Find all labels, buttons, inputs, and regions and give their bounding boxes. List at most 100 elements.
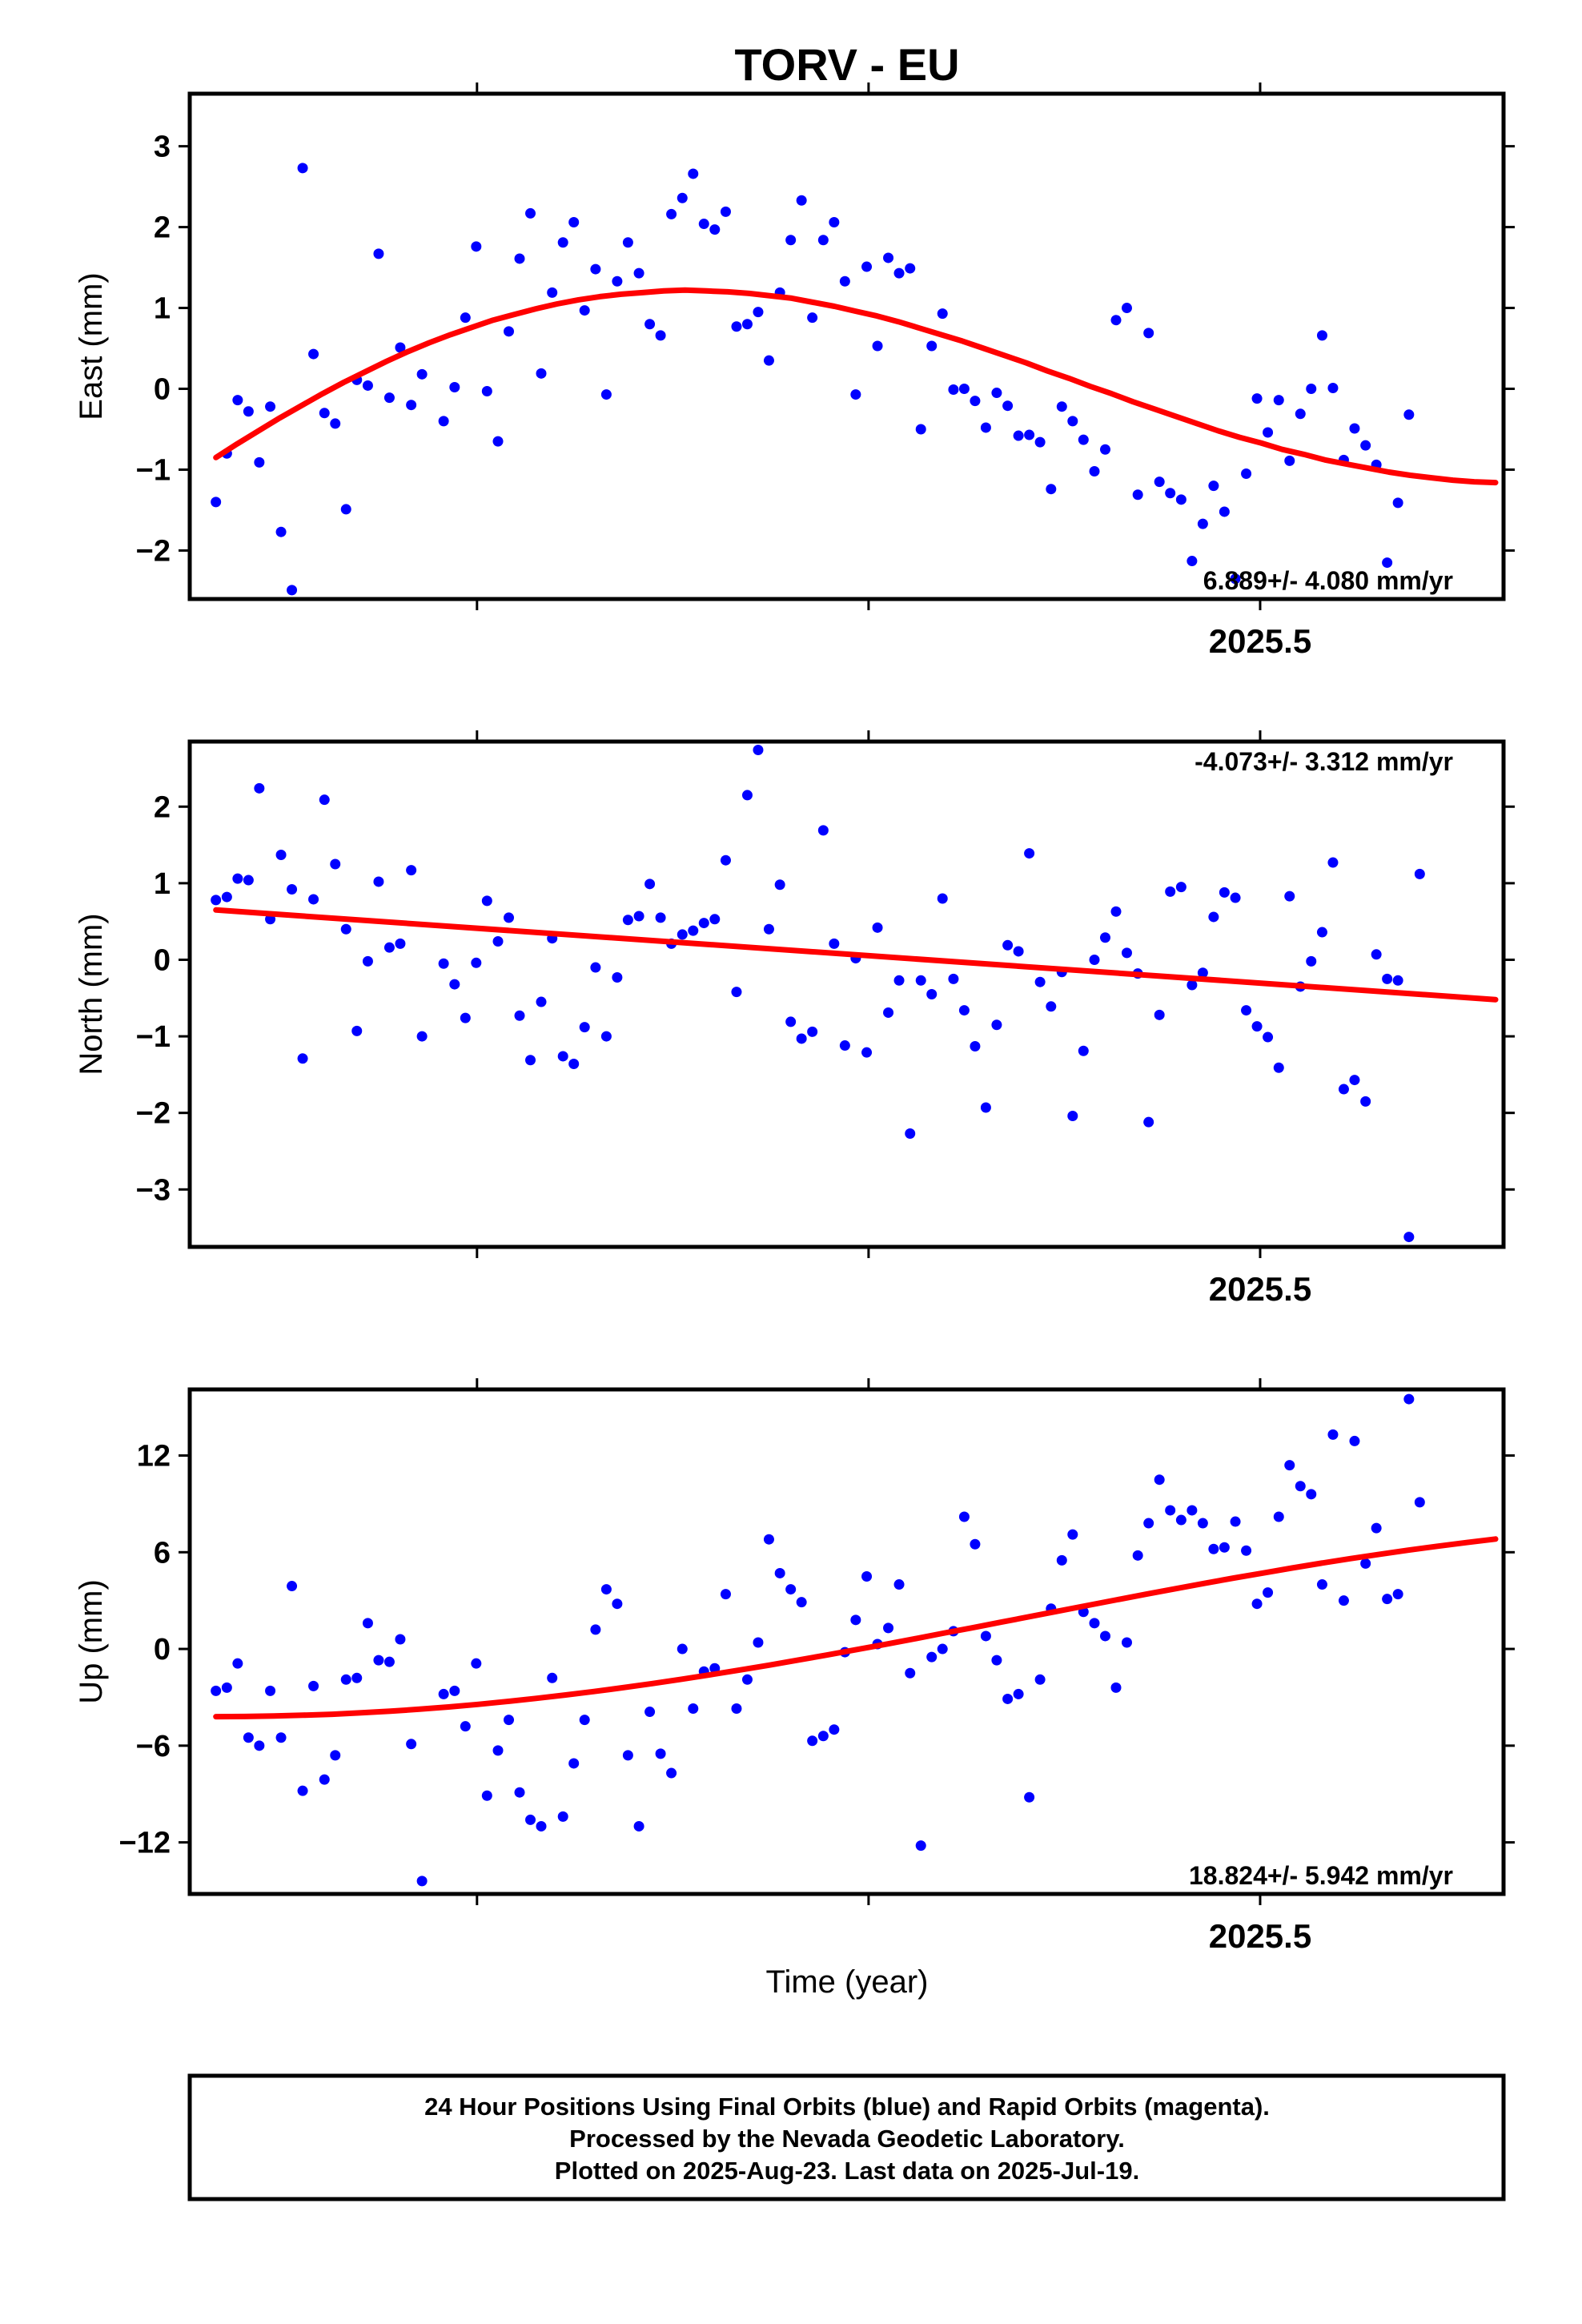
east-data-point — [883, 252, 894, 263]
up-y-tick-label: −6 — [136, 1730, 171, 1763]
north-data-point — [655, 912, 666, 923]
north-rate-label: -4.073+/- 3.312 mm/yr — [1195, 747, 1453, 776]
north-data-point — [308, 894, 319, 905]
up-data-point — [763, 1534, 774, 1545]
up-data-point — [568, 1758, 580, 1769]
up-data-point — [287, 1581, 298, 1592]
north-data-point — [915, 975, 926, 986]
up-data-point — [340, 1674, 351, 1685]
north-data-point — [1230, 892, 1241, 903]
up-data-point — [243, 1732, 254, 1743]
east-y-tick-label: 2 — [154, 211, 171, 245]
up-y-tick-label: 12 — [137, 1440, 171, 1474]
east-data-point — [937, 308, 948, 320]
up-data-point — [893, 1579, 905, 1590]
north-y-tick-label: 1 — [154, 867, 171, 901]
east-data-point — [340, 504, 351, 515]
east-data-point — [677, 192, 688, 203]
north-y-tick-label: 2 — [154, 790, 171, 824]
north-data-point — [1099, 932, 1110, 943]
up-data-point — [829, 1724, 840, 1735]
x-axis-label: Time (year) — [766, 1964, 929, 2000]
up-data-point — [883, 1622, 894, 1634]
up-data-point — [861, 1570, 873, 1582]
east-data-point — [763, 355, 774, 366]
up-data-point — [319, 1774, 330, 1785]
north-data-point — [958, 1005, 970, 1016]
east-data-point — [807, 312, 818, 324]
east-data-point — [406, 400, 417, 411]
north-data-point — [644, 879, 656, 890]
north-data-point — [1121, 947, 1132, 959]
east-data-point — [1219, 506, 1230, 517]
up-data-point — [1219, 1542, 1230, 1553]
east-data-point — [416, 368, 428, 380]
up-data-point — [1002, 1693, 1014, 1704]
north-data-point — [622, 915, 633, 926]
up-data-point — [817, 1731, 829, 1742]
east-data-point — [1360, 440, 1371, 451]
up-data-point — [915, 1840, 926, 1852]
north-x-tick-label: 2025.5 — [1209, 1270, 1311, 1308]
north-data-point — [1392, 975, 1403, 986]
up-data-point — [547, 1672, 558, 1683]
up-data-point — [536, 1820, 547, 1831]
north-data-point — [1349, 1075, 1360, 1086]
up-data-point — [1175, 1514, 1186, 1526]
north-data-point — [774, 879, 785, 891]
east-data-point — [211, 497, 222, 508]
up-data-point — [622, 1750, 633, 1761]
up-data-point — [525, 1814, 536, 1825]
north-data-point — [1197, 967, 1208, 979]
up-data-point — [1208, 1543, 1219, 1554]
east-data-point — [1316, 330, 1327, 341]
north-data-point — [1263, 1031, 1274, 1043]
up-data-point — [1056, 1554, 1067, 1566]
north-panel: −3 −2 −1 0 1 2 2025.5 North (mm) -4.073+/- 3.312… — [74, 730, 1515, 1308]
east-data-point — [785, 235, 797, 246]
east-data-point — [362, 380, 373, 391]
east-data-point — [655, 330, 666, 341]
east-data-point — [460, 312, 471, 324]
east-data-point — [1089, 465, 1100, 476]
east-data-point — [254, 456, 265, 468]
up-plot-frame — [187, 1387, 1506, 1896]
up-data-point — [655, 1748, 666, 1759]
north-data-point — [492, 936, 504, 947]
east-data-point — [525, 207, 536, 219]
up-data-point — [1306, 1489, 1317, 1500]
east-y-tick-label: 0 — [154, 373, 171, 407]
up-panel: −12 −6 0 6 12 2025.5 Up (mm) 18.824+/- 5.942 mm… — [74, 1378, 1515, 1955]
east-data-point — [319, 408, 330, 419]
north-y-tick-label: −3 — [136, 1173, 171, 1207]
up-x-tick-label: 2025.5 — [1209, 1917, 1311, 1955]
up-data-point — [1371, 1522, 1382, 1534]
up-data-point — [232, 1658, 243, 1669]
east-data-point — [796, 195, 807, 206]
up-data-point — [395, 1634, 406, 1645]
east-data-point — [1143, 328, 1154, 339]
north-data-point — [1034, 976, 1046, 987]
north-data-point — [221, 891, 232, 903]
up-data-point — [1273, 1511, 1284, 1522]
north-data-point — [536, 996, 547, 1007]
up-data-point — [297, 1785, 308, 1796]
up-data-point — [514, 1787, 525, 1798]
east-data-point — [612, 275, 623, 287]
east-data-point — [839, 275, 850, 287]
north-data-point — [883, 1007, 894, 1018]
east-data-point — [557, 237, 568, 248]
up-data-point — [330, 1750, 341, 1761]
up-data-point — [633, 1820, 644, 1831]
north-data-point — [600, 1031, 612, 1042]
north-data-point — [720, 854, 731, 866]
north-data-point — [340, 923, 351, 935]
up-data-point — [1338, 1595, 1349, 1606]
east-data-point — [1024, 429, 1035, 440]
east-data-point — [600, 389, 612, 400]
east-data-point — [1056, 401, 1067, 412]
east-y-axis-label: East (mm) — [74, 272, 109, 420]
east-data-point — [893, 267, 905, 279]
north-data-point — [1089, 954, 1100, 965]
north-data-point — [688, 925, 699, 936]
